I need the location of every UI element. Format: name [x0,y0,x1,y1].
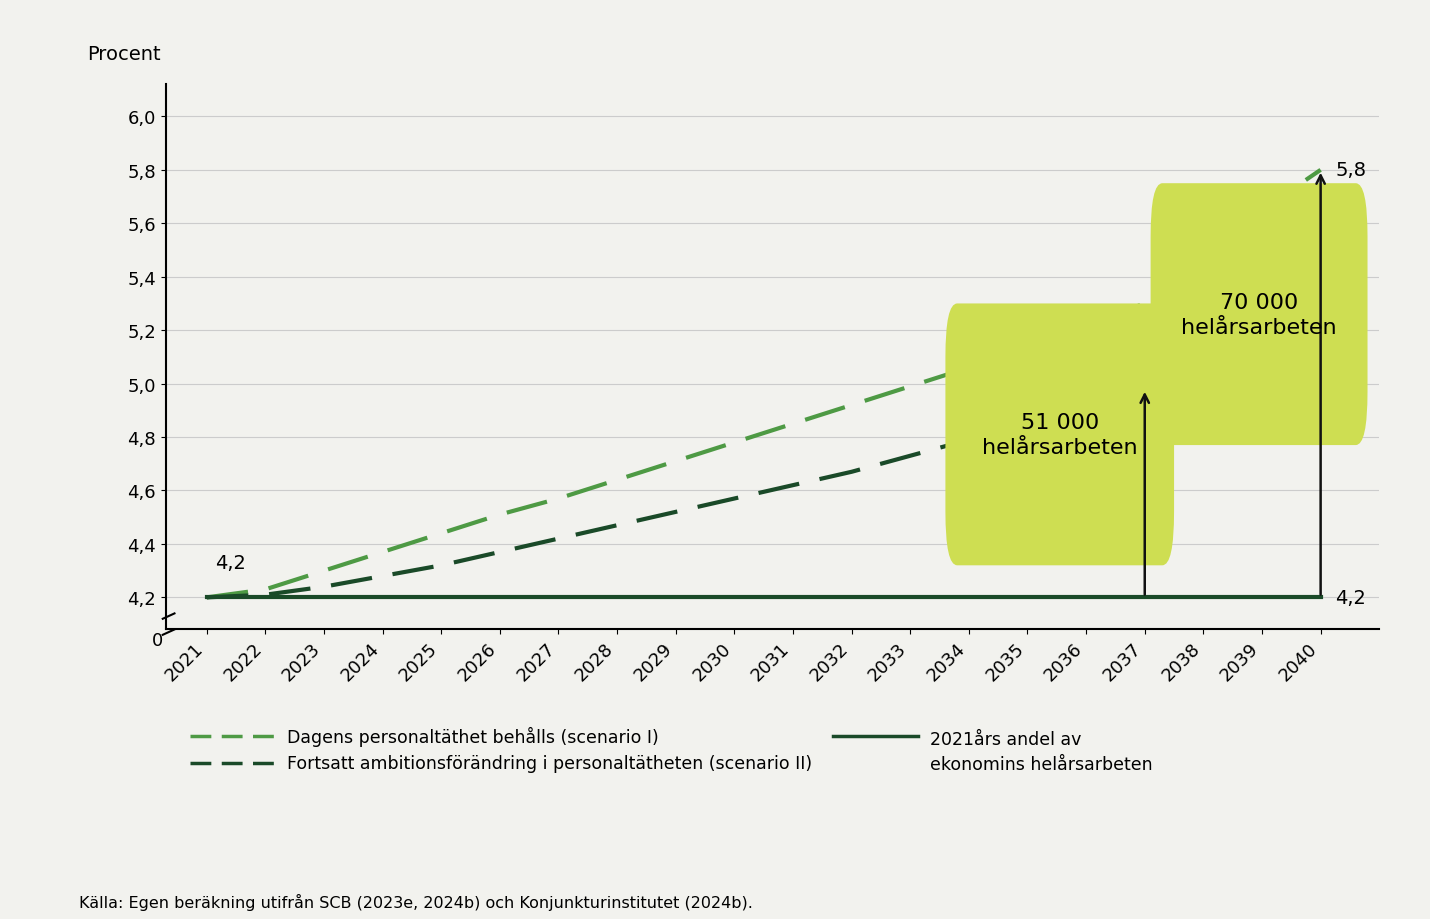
Text: Procent: Procent [87,44,160,63]
Text: 5,4: 5,4 [1336,268,1366,287]
Text: 5,8: 5,8 [1336,161,1366,180]
Text: 51 000
helårsarbeten: 51 000 helårsarbeten [982,413,1137,458]
FancyBboxPatch shape [1151,184,1367,446]
Text: Fortsatt ambitionsförändring i personaltätheten (scenario II): Fortsatt ambitionsförändring i personalt… [287,754,812,772]
Text: 70 000
helårsarbeten: 70 000 helårsarbeten [1181,292,1337,337]
Text: 0: 0 [152,631,163,650]
Text: 4,2: 4,2 [1336,588,1366,607]
Text: 4,2: 4,2 [216,553,246,573]
Text: Källa: Egen beräkning utifrån SCB (2023e, 2024b) och Konjunkturinstitutet (2024b: Källa: Egen beräkning utifrån SCB (2023e… [79,893,752,910]
Text: 2021års andel av
ekonomins helårsarbeten: 2021års andel av ekonomins helårsarbeten [931,731,1153,774]
Text: Dagens personaltäthet behålls (scenario I): Dagens personaltäthet behålls (scenario … [287,726,659,746]
FancyBboxPatch shape [945,304,1174,566]
